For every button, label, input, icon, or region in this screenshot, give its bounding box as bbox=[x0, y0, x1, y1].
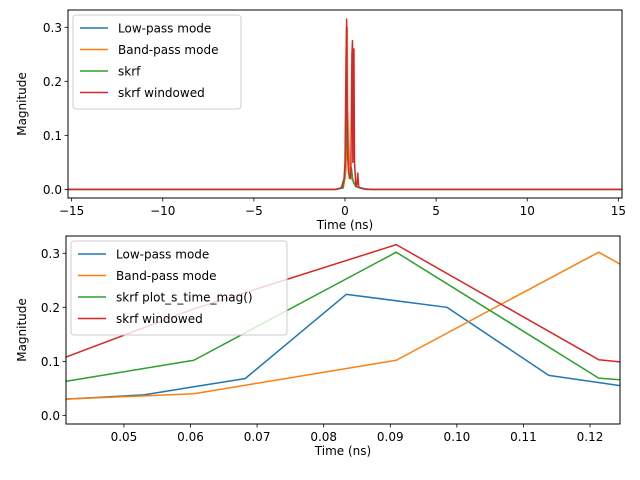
bottom-axes-frame bbox=[65, 235, 621, 425]
top-y-tick-label: 0.0 bbox=[43, 183, 62, 197]
top-legend-label: Low-pass mode bbox=[118, 22, 211, 36]
top-plot-lines bbox=[68, 18, 622, 191]
bottom-legend-label: skrf windowed bbox=[116, 312, 203, 326]
bottom-x-ticks: 0.05 0.06 0.07 0.08 0.09 0.10 0.11 0.12 bbox=[111, 424, 604, 444]
top-x-tick-label: 10 bbox=[520, 204, 535, 218]
bottom-chart: 0.05 0.06 0.07 0.08 0.09 0.10 0.11 0.12 0.00.10… bbox=[15, 235, 621, 458]
top-x-axis-label: Time (ns) bbox=[316, 218, 373, 232]
top-series-line-4 bbox=[68, 18, 622, 191]
bottom-y-tick-label: 0.1 bbox=[41, 355, 60, 369]
top-x-tick-label: −10 bbox=[150, 204, 175, 218]
top-chart: −15 −10 −5 0 5 10 15 0.0 0.1 0.2 0.3 Time (ns) Ma… bbox=[15, 9, 626, 232]
top-legend-box bbox=[72, 14, 242, 110]
bottom-x-tick-label: 0.05 bbox=[111, 430, 138, 444]
top-y-ticks: 0.0 0.1 0.2 0.3 bbox=[43, 21, 68, 197]
top-x-tick-label: −5 bbox=[245, 204, 263, 218]
top-legend: Low-pass mode Band-pass mode skrf skrf wind… bbox=[72, 14, 242, 110]
bottom-x-tick-label: 0.10 bbox=[444, 430, 471, 444]
bottom-x-tick-label: 0.12 bbox=[577, 430, 604, 444]
top-x-ticks: −15 −10 −5 0 5 10 15 bbox=[59, 198, 626, 218]
top-legend-label: skrf bbox=[118, 65, 141, 79]
bottom-series-line-1 bbox=[66, 293, 620, 400]
bottom-series-line-3 bbox=[66, 251, 620, 383]
top-y-tick-label: 0.3 bbox=[43, 21, 62, 35]
bottom-legend-box bbox=[70, 240, 288, 336]
top-legend-label: Band-pass mode bbox=[118, 43, 218, 57]
bottom-series-line-2 bbox=[66, 251, 620, 400]
bottom-x-tick-label: 0.09 bbox=[377, 430, 404, 444]
bottom-x-axis-label: Time (ns) bbox=[314, 444, 371, 458]
bottom-x-tick-label: 0.07 bbox=[244, 430, 271, 444]
top-x-tick-label: −15 bbox=[59, 204, 84, 218]
top-y-tick-label: 0.1 bbox=[43, 129, 62, 143]
bottom-x-tick-label: 0.06 bbox=[177, 430, 204, 444]
top-x-tick-label: 15 bbox=[611, 204, 626, 218]
bottom-legend-label: Low-pass mode bbox=[116, 248, 209, 262]
top-legend-label: skrf windowed bbox=[118, 86, 205, 100]
bottom-y-tick-label: 0.3 bbox=[41, 247, 60, 261]
bottom-y-ticks: 0.0 0.1 0.2 0.3 bbox=[41, 247, 66, 423]
top-y-axis-label: Magnitude bbox=[15, 72, 29, 136]
top-x-tick-label: 0 bbox=[341, 204, 349, 218]
bottom-y-tick-label: 0.2 bbox=[41, 301, 60, 315]
bottom-x-tick-label: 0.11 bbox=[510, 430, 537, 444]
bottom-legend-label: Band-pass mode bbox=[116, 269, 216, 283]
bottom-legend-label: skrf plot_s_time_mag() bbox=[116, 291, 253, 305]
bottom-y-axis-label: Magnitude bbox=[15, 298, 29, 362]
bottom-legend: Low-pass mode Band-pass mode skrf plot_s_t… bbox=[70, 240, 288, 336]
bottom-y-tick-label: 0.0 bbox=[41, 409, 60, 423]
top-y-tick-label: 0.2 bbox=[43, 75, 62, 89]
bottom-x-tick-label: 0.08 bbox=[310, 430, 337, 444]
top-x-tick-label: 5 bbox=[432, 204, 440, 218]
